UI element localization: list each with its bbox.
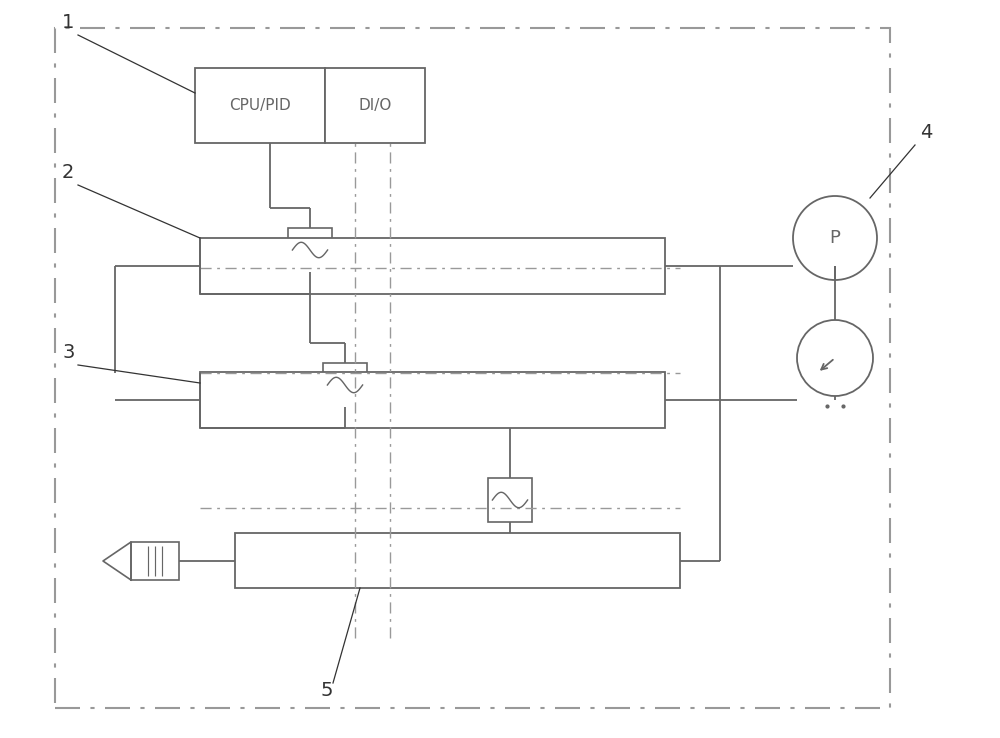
Bar	[325, 68, 425, 143]
Text: P: P	[830, 229, 840, 247]
Text: CPU/PID: CPU/PID	[229, 98, 291, 113]
Text: DI/O: DI/O	[358, 98, 392, 113]
Bar	[200, 238, 665, 294]
Bar	[55, 28, 890, 708]
Bar	[235, 533, 680, 588]
Text: 3: 3	[62, 343, 74, 362]
Bar	[195, 68, 325, 143]
Text: 4: 4	[920, 123, 932, 142]
Bar	[488, 478, 532, 522]
Bar	[131, 542, 179, 580]
Text: 5: 5	[320, 681, 332, 700]
Text: 2: 2	[62, 163, 74, 182]
Bar	[288, 228, 332, 272]
Bar	[200, 372, 665, 428]
Text: 1: 1	[62, 13, 74, 32]
Bar	[323, 363, 367, 407]
